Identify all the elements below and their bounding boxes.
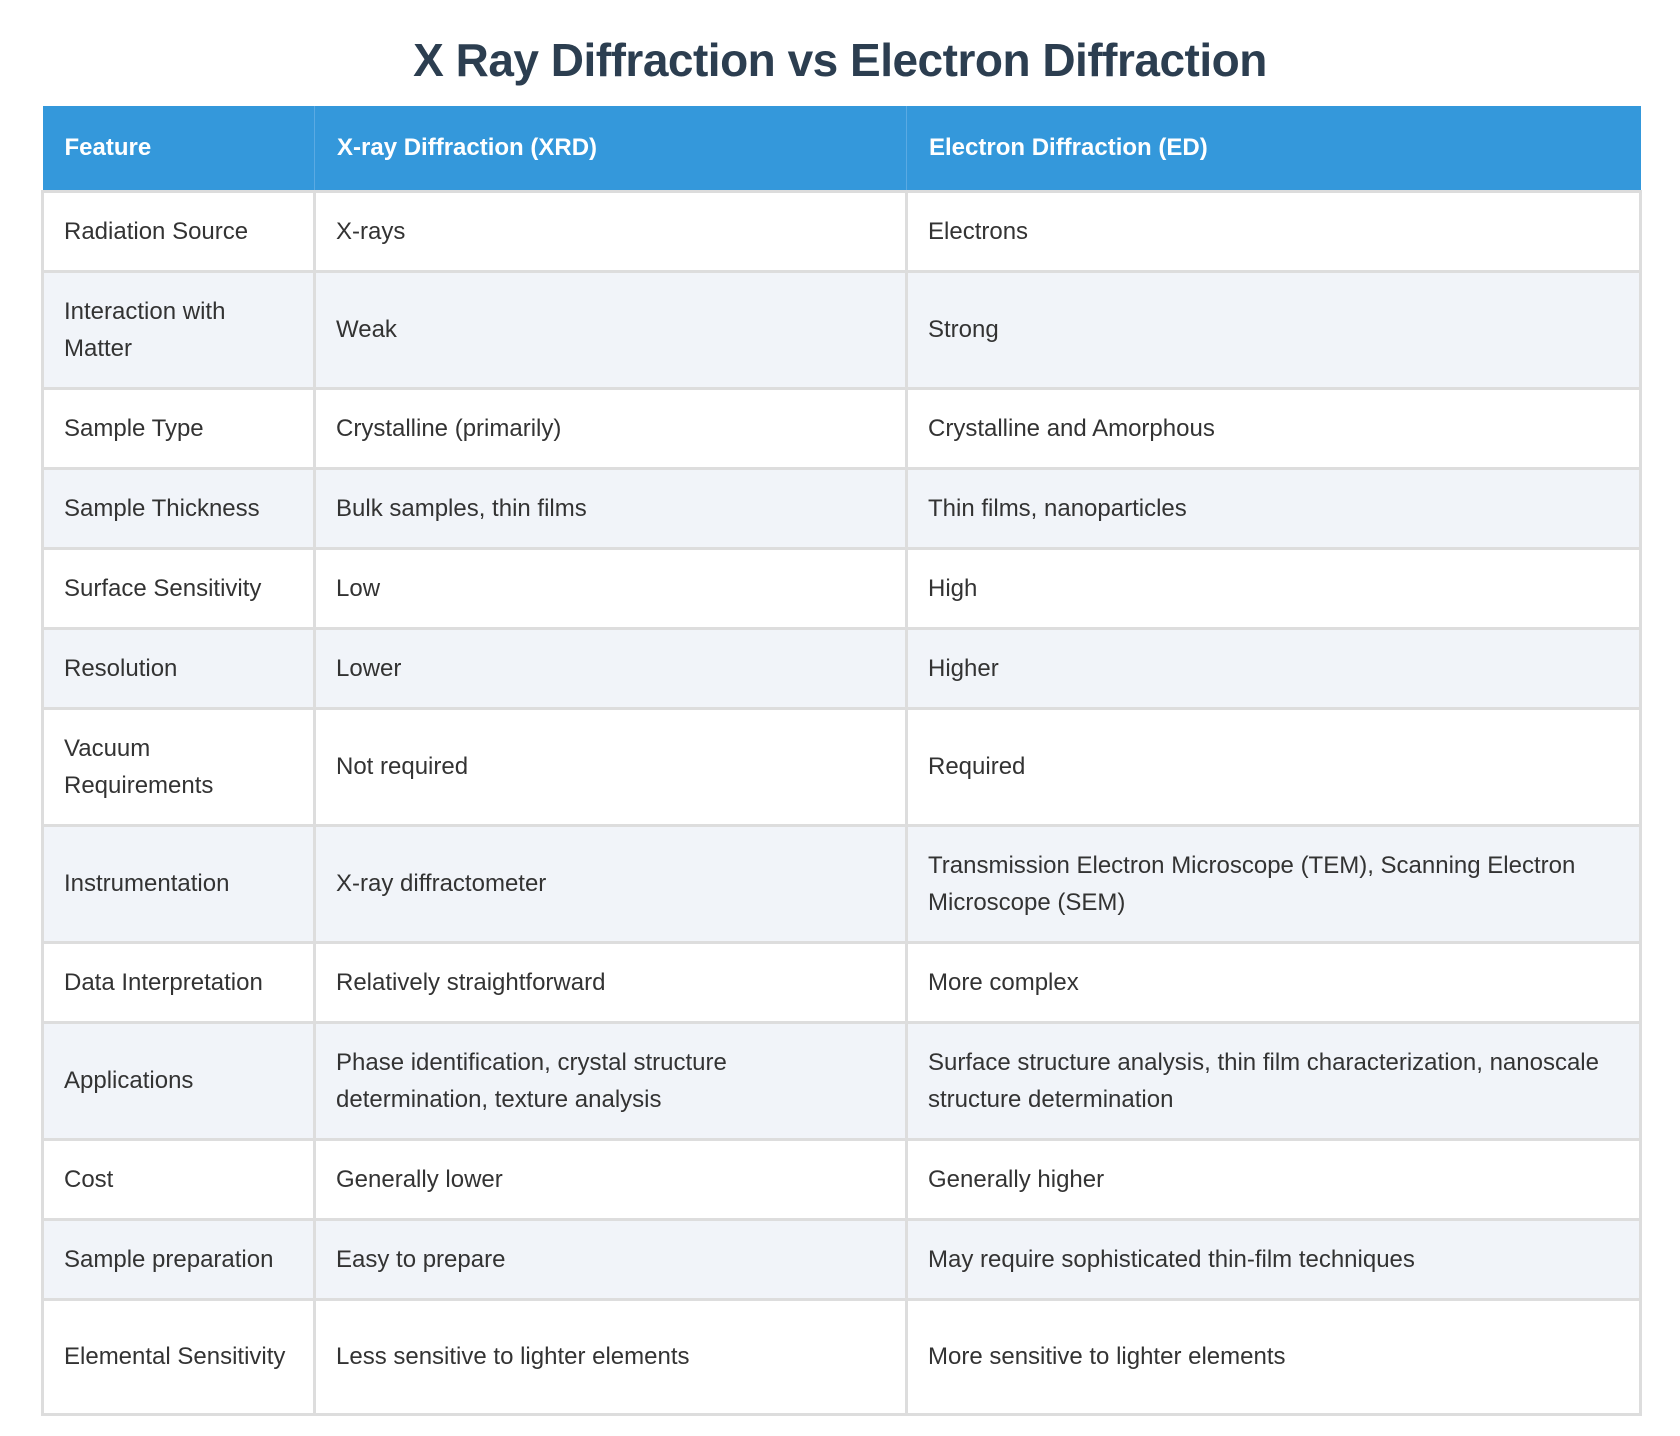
ed-cell: Surface structure analysis, thin film ch… — [905, 1020, 1642, 1141]
feature-cell: Applications — [41, 1020, 316, 1141]
ed-cell: Crystalline and Amorphous — [905, 386, 1642, 470]
table-row: Radiation Source X-rays Electrons — [41, 189, 1642, 273]
xrd-cell: Weak — [313, 269, 908, 390]
feature-cell: Instrumentation — [41, 823, 316, 944]
ed-cell: Strong — [905, 269, 1642, 390]
ed-cell: Electrons — [905, 189, 1642, 273]
table-row: Surface Sensitivity Low High — [41, 546, 1642, 630]
ed-cell: High — [905, 546, 1642, 630]
xrd-cell: X-rays — [313, 189, 908, 273]
feature-cell: Vacuum Requirements — [41, 706, 316, 827]
feature-cell: Radiation Source — [41, 189, 316, 273]
table-row: Interaction with Matter Weak Strong — [41, 269, 1642, 390]
table-row: Cost Generally lower Generally higher — [41, 1137, 1642, 1221]
table-row: Instrumentation X-ray diffractometer Tra… — [41, 823, 1642, 944]
header-feature: Feature — [42, 106, 315, 193]
xrd-cell: Low — [313, 546, 908, 630]
xrd-cell: Not required — [313, 706, 908, 827]
feature-cell: Data Interpretation — [41, 940, 316, 1024]
xrd-cell: Lower — [313, 626, 908, 710]
table-header-row: Feature X-ray Diffraction (XRD) Electron… — [42, 106, 1641, 193]
xrd-cell: Phase identification, crystal structure … — [313, 1020, 908, 1141]
ed-cell: May require sophisticated thin-film tech… — [905, 1217, 1642, 1301]
feature-cell: Interaction with Matter — [41, 269, 316, 390]
ed-cell: Required — [905, 706, 1642, 827]
feature-cell: Cost — [41, 1137, 316, 1221]
xrd-cell: Bulk samples, thin films — [313, 466, 908, 550]
comparison-table: Feature X-ray Diffraction (XRD) Electron… — [41, 106, 1642, 1416]
header-ed: Electron Diffraction (ED) — [906, 106, 1641, 193]
table-row: Resolution Lower Higher — [41, 626, 1642, 710]
ed-cell: Higher — [905, 626, 1642, 710]
ed-cell: More sensitive to lighter elements — [905, 1297, 1642, 1416]
feature-cell: Sample preparation — [41, 1217, 316, 1301]
feature-cell: Surface Sensitivity — [41, 546, 316, 630]
table-row: Elemental Sensitivity Less sensitive to … — [41, 1297, 1642, 1416]
page-title: X Ray Diffraction vs Electron Diffractio… — [413, 34, 1267, 86]
xrd-cell: Easy to prepare — [313, 1217, 908, 1301]
xrd-cell: Generally lower — [313, 1137, 908, 1221]
table-row: Sample preparation Easy to prepare May r… — [41, 1217, 1642, 1301]
ed-cell: Transmission Electron Microscope (TEM), … — [905, 823, 1642, 944]
table-row: Vacuum Requirements Not required Require… — [41, 706, 1642, 827]
table-row: Data Interpretation Relatively straightf… — [41, 940, 1642, 1024]
xrd-cell: Less sensitive to lighter elements — [313, 1297, 908, 1416]
xrd-cell: Crystalline (primarily) — [313, 386, 908, 470]
feature-cell: Sample Type — [41, 386, 316, 470]
table-row: Sample Type Crystalline (primarily) Crys… — [41, 386, 1642, 470]
feature-cell: Elemental Sensitivity — [41, 1297, 316, 1416]
header-xrd: X-ray Diffraction (XRD) — [314, 106, 907, 193]
xrd-cell: X-ray diffractometer — [313, 823, 908, 944]
feature-cell: Resolution — [41, 626, 316, 710]
xrd-cell: Relatively straightforward — [313, 940, 908, 1024]
feature-cell: Sample Thickness — [41, 466, 316, 550]
ed-cell: More complex — [905, 940, 1642, 1024]
table-row: Applications Phase identification, cryst… — [41, 1020, 1642, 1141]
ed-cell: Thin films, nanoparticles — [905, 466, 1642, 550]
table-row: Sample Thickness Bulk samples, thin film… — [41, 466, 1642, 550]
ed-cell: Generally higher — [905, 1137, 1642, 1221]
